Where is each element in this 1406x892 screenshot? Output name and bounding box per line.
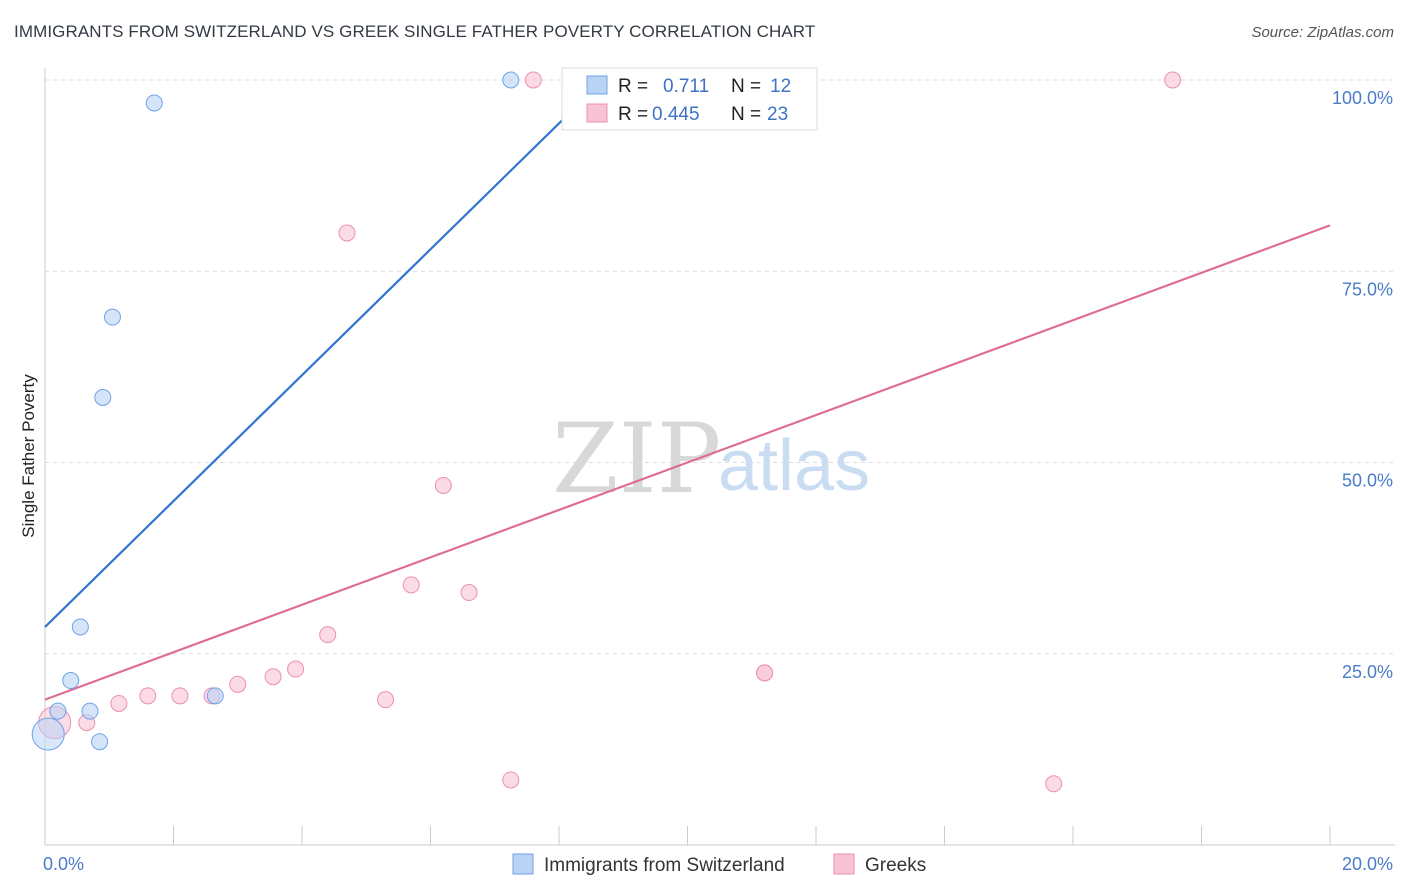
x-tick-labels: 0.0% 20.0% xyxy=(43,854,1393,874)
stats-n-value-greeks: 23 xyxy=(767,104,788,125)
y-tick-label: 50.0% xyxy=(1342,471,1393,491)
source-label: Source: ZipAtlas.com xyxy=(1251,24,1394,41)
data-point-greeks xyxy=(434,476,452,494)
data-point-greeks xyxy=(1164,71,1182,89)
y-tick-labels: 25.0% 50.0% 75.0% 100.0% xyxy=(1332,88,1393,682)
legend-swatch-greeks xyxy=(833,853,855,875)
data-point-greeks xyxy=(139,687,157,705)
legend-label-greeks: Greeks xyxy=(865,855,926,876)
watermark-zip: ZIP xyxy=(552,403,721,515)
data-point-greeks xyxy=(319,626,337,644)
data-point-greeks xyxy=(1045,775,1063,793)
data-point-greeks xyxy=(502,771,520,789)
watermark: ZIP atlas xyxy=(552,403,870,515)
trend-line-switzerland xyxy=(44,75,608,628)
y-tick-label: 25.0% xyxy=(1342,662,1393,682)
data-point-switzerland xyxy=(502,71,520,89)
legend: Immigrants from Switzerland Greeks xyxy=(512,853,926,876)
data-point-switzerland xyxy=(94,388,112,406)
stats-r-value-greeks: 0.445 xyxy=(652,104,700,125)
data-point-greeks xyxy=(264,668,282,686)
stats-n-label-greeks: N = xyxy=(731,104,761,125)
data-point-switzerland xyxy=(206,687,224,705)
watermark-atlas: atlas xyxy=(718,426,870,506)
data-point-greeks xyxy=(171,687,189,705)
data-point-greeks xyxy=(338,224,356,242)
x-tick-label: 0.0% xyxy=(43,854,84,874)
legend-label-switzerland: Immigrants from Switzerland xyxy=(544,855,785,876)
data-point-switzerland xyxy=(145,94,163,112)
stats-r-label-greeks: R = xyxy=(618,104,648,125)
data-point-greeks xyxy=(460,584,478,602)
stats-swatch-switzerland xyxy=(586,75,608,95)
data-point-greeks xyxy=(377,691,395,709)
data-point-switzerland xyxy=(62,672,80,690)
stats-n-label-switzerland: N = xyxy=(731,76,761,97)
data-point-switzerland xyxy=(31,717,65,751)
stats-n-value-switzerland: 12 xyxy=(770,76,791,97)
stats-r-value-switzerland: 0.711 xyxy=(663,76,709,97)
y-tick-label: 100.0% xyxy=(1332,88,1393,108)
stats-swatch-greeks xyxy=(586,103,608,123)
data-point-switzerland xyxy=(81,702,99,720)
data-point-greeks xyxy=(287,660,305,678)
data-point-switzerland xyxy=(71,618,89,636)
data-point-greeks xyxy=(402,576,420,594)
data-point-greeks xyxy=(524,71,542,89)
x-tick-label: 20.0% xyxy=(1342,854,1393,874)
data-point-switzerland xyxy=(49,702,67,720)
stats-r-label-switzerland: R = xyxy=(618,76,648,97)
y-axis-label: Single Father Poverty xyxy=(19,374,38,538)
grid-lines xyxy=(45,79,1395,655)
data-point-switzerland xyxy=(103,308,121,326)
chart-title: IMMIGRANTS FROM SWITZERLAND VS GREEK SIN… xyxy=(14,22,816,41)
legend-swatch-switzerland xyxy=(512,853,534,875)
data-point-greeks xyxy=(229,675,247,693)
trend-line-greeks xyxy=(44,224,1331,701)
data-point-switzerland xyxy=(91,733,109,751)
trend-lines xyxy=(44,75,1331,701)
data-point-greeks xyxy=(756,664,774,682)
y-tick-label: 75.0% xyxy=(1342,279,1393,299)
data-point-greeks xyxy=(110,694,128,712)
stats-box: R = 0.711 N = 12 R = 0.445 N = 23 xyxy=(561,67,818,131)
